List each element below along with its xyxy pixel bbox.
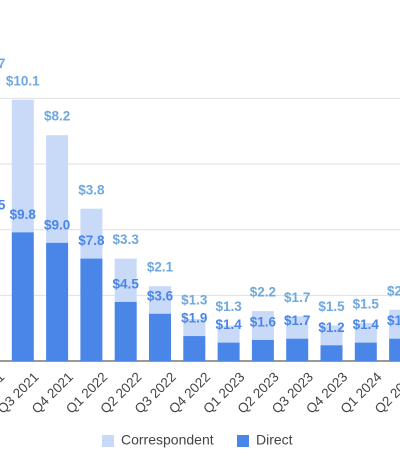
bars: [11, 99, 400, 361]
bar-correspondent: [389, 309, 400, 339]
bar-correspondent: [11, 99, 34, 233]
bar-direct: [11, 232, 34, 361]
legend-label-correspondent: Correspondent: [121, 432, 214, 448]
data-label-correspondent: $1.5: [318, 299, 345, 314]
data-label-correspondent: $3.8: [78, 182, 105, 197]
data-label-direct: $1.2: [318, 320, 344, 335]
bar-correspondent: [80, 208, 103, 259]
bar-direct: [46, 242, 69, 361]
data-label-correspondent: $1.7: [284, 290, 310, 305]
bar-correspondent: [149, 286, 171, 314]
bar-direct: [320, 345, 343, 361]
data-label-correspondent: $1.3: [215, 299, 242, 314]
data-label-correspondent: $2.1: [147, 260, 174, 275]
bar-direct: [183, 336, 206, 361]
data-label-correspondent: $2.2: [250, 285, 276, 300]
data-label-direct: $10.5: [0, 198, 6, 213]
bar-direct: [149, 313, 171, 361]
bar-correspondent: [251, 311, 274, 340]
legend-label-direct: Direct: [256, 432, 293, 448]
bar-direct: [286, 338, 309, 361]
data-label-direct: $9.0: [44, 217, 70, 232]
data-label-direct: $9.8: [10, 207, 37, 222]
data-label-direct: $1.4: [215, 317, 242, 332]
bar-direct: [80, 258, 103, 361]
data-label-correspondent: $8.2: [44, 109, 70, 124]
bar-correspondent: [354, 322, 377, 343]
legend-swatch-correspondent: [102, 435, 114, 447]
data-label-correspondent: $2.2: [387, 283, 400, 298]
bar-correspondent: [183, 318, 206, 337]
bar-direct: [251, 339, 274, 361]
bar-correspondent: [286, 316, 309, 339]
bar-correspondent: [320, 325, 343, 346]
data-label-correspondent: $10.7: [0, 56, 5, 71]
data-label-direct: $1.7: [387, 313, 400, 328]
data-label-correspondent: $1.5: [353, 296, 380, 311]
data-labels: $10.5 $10.7 $9.8 $10.1 $9.0 $8.2 $7.8 $3.8 $4.5 $…: [0, 56, 400, 335]
bar-correspondent: [46, 135, 69, 243]
bar-direct: [354, 342, 377, 361]
bar-correspondent: [217, 325, 240, 343]
data-label-direct: $3.6: [147, 288, 174, 303]
bar-direct: [389, 338, 400, 361]
data-label-direct: $1.6: [250, 315, 277, 330]
bar-direct: [114, 301, 137, 361]
bar-direct: [217, 342, 240, 361]
data-label-correspondent: $1.3: [181, 293, 208, 308]
data-label-direct: $4.5: [113, 276, 140, 291]
data-label-correspondent: $3.3: [113, 232, 140, 247]
data-label-direct: $1.4: [353, 317, 380, 332]
bar-correspondent: [114, 258, 137, 302]
data-label-direct: $7.8: [78, 233, 105, 248]
legend: Correspondent Direct: [102, 432, 293, 448]
data-label-direct: $1.7: [284, 313, 310, 328]
legend-swatch-direct: [237, 435, 249, 447]
data-label-direct: $1.9: [181, 311, 207, 326]
data-label-correspondent: $10.1: [6, 73, 40, 88]
